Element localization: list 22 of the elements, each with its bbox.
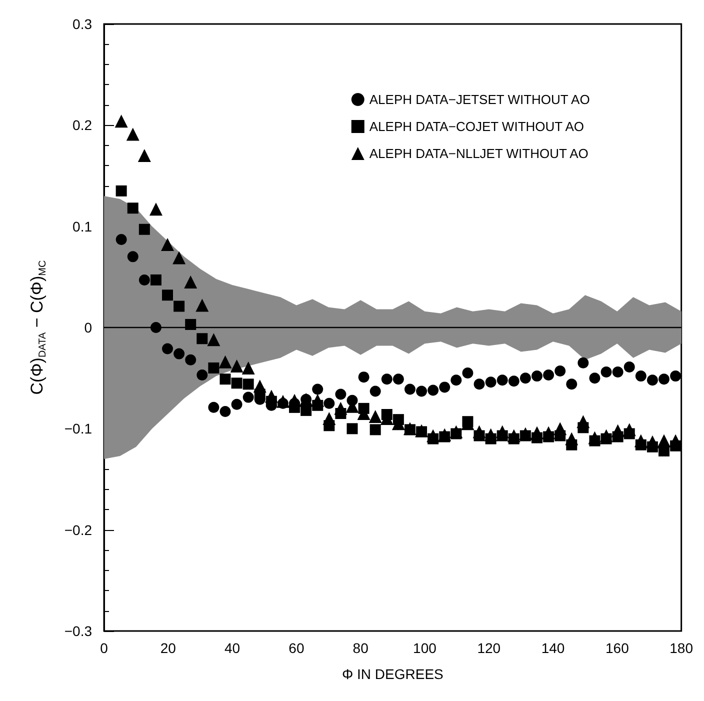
x-tick-label: 160 <box>605 640 630 656</box>
y-tick-label: 0 <box>84 320 92 336</box>
legend-label: ALEPH DATA−NLLJET WITHOUT AO <box>369 146 588 161</box>
x-tick-label: 0 <box>100 640 108 656</box>
x-tick-label: 100 <box>413 640 437 656</box>
y-tick-label: −0.1 <box>64 420 92 437</box>
x-tick-label: 80 <box>352 640 369 656</box>
y-tick-label: 0.2 <box>72 117 92 134</box>
y-tick-label: −0.3 <box>64 623 92 639</box>
x-tick-label: 140 <box>541 640 565 656</box>
legend-label: ALEPH DATA−JETSET WITHOUT AO <box>369 92 590 107</box>
x-tick-label: 20 <box>160 640 176 656</box>
y-axis-title: C(Φ)DATA − C(Φ)MC <box>28 260 48 395</box>
legend-label: ALEPH DATA−COJET WITHOUT AO <box>369 119 584 134</box>
x-tick-label: 180 <box>670 640 694 656</box>
y-tick-label: 0.3 <box>72 16 92 32</box>
x-axis-title: Φ IN DEGREES <box>342 666 444 682</box>
y-tick-label: −0.2 <box>64 522 92 538</box>
x-tick-label: 60 <box>288 640 304 656</box>
x-tick-label: 120 <box>477 640 501 656</box>
y-tick-label: 0.1 <box>72 218 92 234</box>
x-tick-label: 40 <box>224 640 240 656</box>
